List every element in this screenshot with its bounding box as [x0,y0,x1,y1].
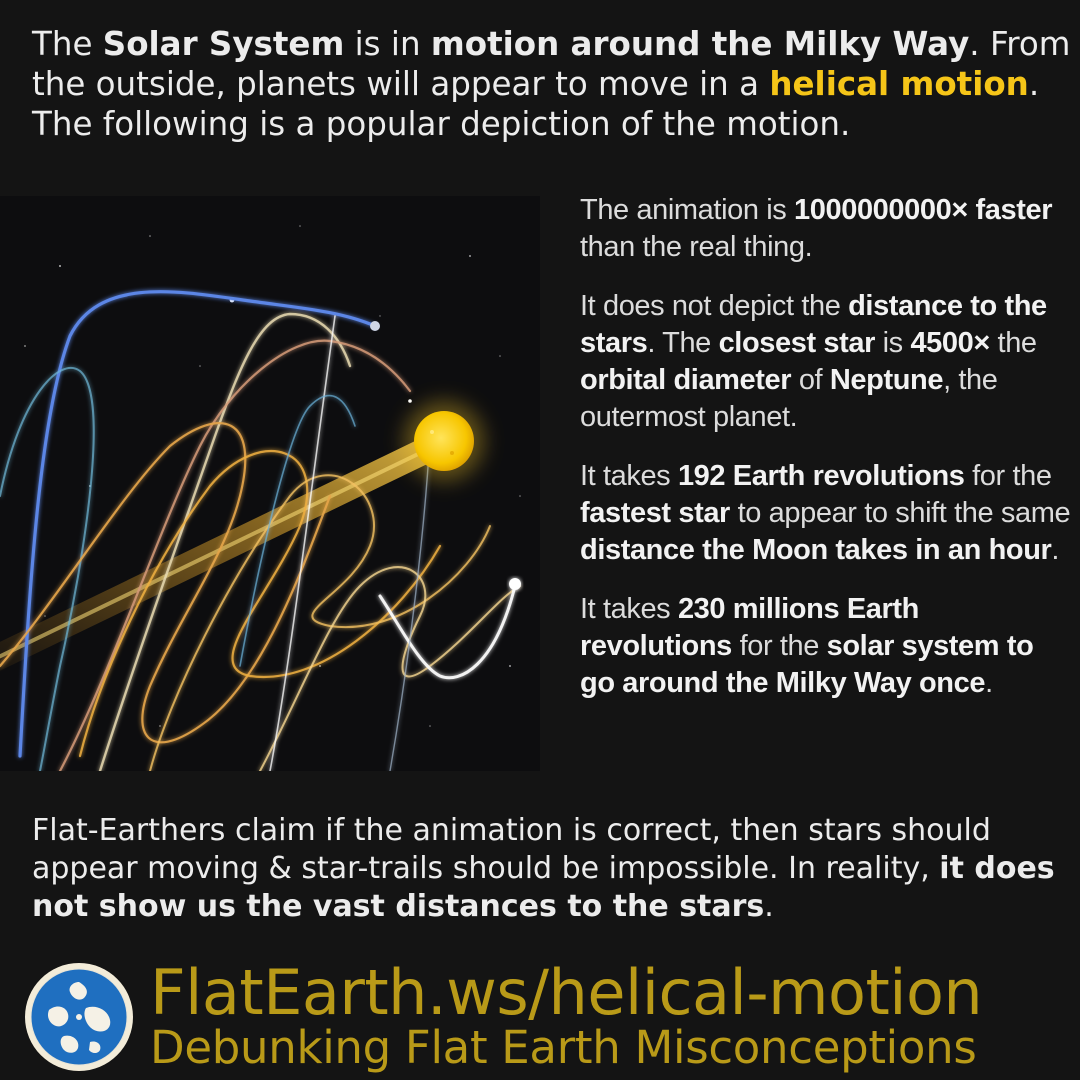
planet-dot [370,321,380,331]
neptune-trail [18,290,377,758]
helical-motion-illustration [0,196,540,771]
sun-icon [404,401,484,481]
mars-trail [0,422,332,744]
jupiter-trail [58,339,412,771]
earth-trail [78,450,442,758]
claim-paragraph: Flat-Earthers claim if the animation is … [32,813,1055,924]
site-url[interactable]: FlatEarth.ws/helical-motion [150,956,983,1029]
fact-galactic-orbit: It takes 230 millions Earth revolutions … [580,593,1034,699]
globe-logo-icon [24,962,134,1072]
uranus-trail [0,366,95,771]
fact-star-shift: It takes 192 Earth revolutions for the f… [580,460,1071,566]
mercury-trail [259,566,521,771]
intro-highlight: helical motion [769,65,1029,103]
planet-dot [509,578,521,590]
site-tagline: Debunking Flat Earth Misconceptions [150,1021,977,1074]
intro-text: The [32,25,103,63]
fact-animation-speed: The animation is 1000000000× faster than… [580,194,1053,263]
light-blue-trail [239,394,356,667]
intro-bold: motion around the Milky Way [430,25,970,63]
white-trail [269,315,336,771]
fact-star-distance: It does not depict the distance to the s… [580,290,1047,433]
intro-text: . The following is a popular depiction o… [32,65,1040,143]
facts-column: The animation is 1000000000× faster than… [580,192,1075,724]
intro-text: is in [344,25,431,63]
intro-bold: Solar System [102,25,345,63]
venus-trail [149,474,491,771]
intro-paragraph: The Solar System is in motion around the… [32,24,1072,144]
intro-text: . From the outside, planets will appear … [32,25,1071,103]
moon-trail [378,584,517,680]
